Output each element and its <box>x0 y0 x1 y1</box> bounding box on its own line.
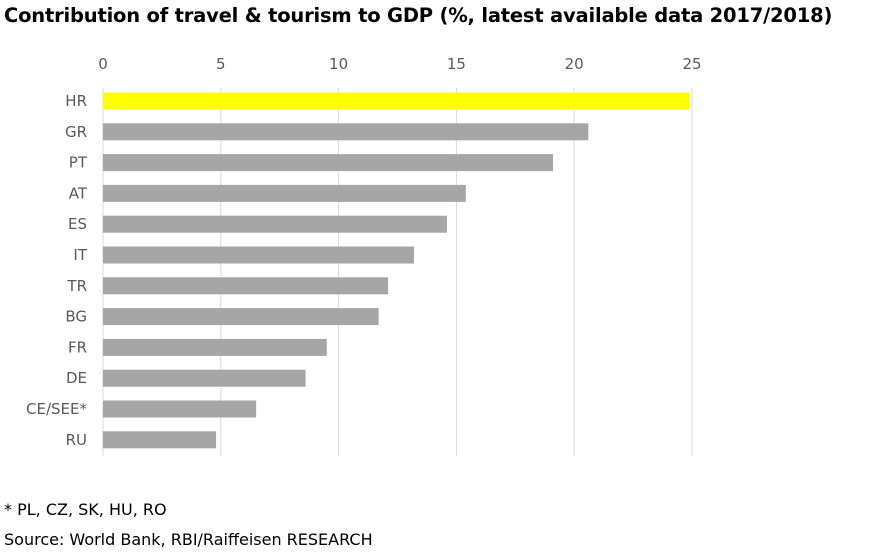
category-label: GR <box>65 123 87 141</box>
x-tick-label: 25 <box>682 55 701 73</box>
footnote: * PL, CZ, SK, HU, RO <box>4 500 167 519</box>
bar-pt <box>103 154 553 172</box>
category-label: PT <box>69 154 88 172</box>
bar-tr <box>103 277 389 295</box>
bar-at <box>103 184 466 202</box>
bar-es <box>103 215 447 233</box>
x-tick-label: 15 <box>447 55 466 73</box>
bar-ru <box>103 431 217 449</box>
bar-gr <box>103 123 589 141</box>
bar-fr <box>103 338 327 356</box>
category-labels: HR GR PT AT ES IT TR BG FR DE CE/SEE* RU <box>26 92 88 449</box>
x-tick-label: 10 <box>329 55 348 73</box>
bar-de <box>103 369 306 387</box>
category-label: FR <box>68 338 87 356</box>
category-label: HR <box>65 92 87 110</box>
category-label: ES <box>68 215 87 233</box>
category-label: TR <box>66 277 87 295</box>
bars <box>103 92 690 449</box>
bar-chart: 0 5 10 15 20 25 HR GR PT AT ES IT TR BG FR DE CE/SEE* RU <box>26 55 702 456</box>
gridlines <box>102 88 693 456</box>
bar-hr <box>103 92 690 110</box>
category-label: IT <box>73 246 87 264</box>
bar-bg <box>103 308 379 326</box>
bar-cesee <box>103 400 257 418</box>
x-axis-ticks: 0 5 10 15 20 25 <box>98 55 701 73</box>
x-tick-label: 5 <box>216 55 226 73</box>
bar-it <box>103 246 414 264</box>
x-tick-label: 20 <box>565 55 584 73</box>
category-label: AT <box>69 184 88 202</box>
category-label: DE <box>66 369 87 387</box>
category-label: CE/SEE* <box>26 400 87 418</box>
category-label: RU <box>66 431 87 449</box>
category-label: BG <box>65 308 87 326</box>
source-note: Source: World Bank, RBI/Raiffeisen RESEA… <box>4 530 373 549</box>
chart-title: Contribution of travel & tourism to GDP … <box>4 4 833 27</box>
x-tick-label: 0 <box>98 55 108 73</box>
